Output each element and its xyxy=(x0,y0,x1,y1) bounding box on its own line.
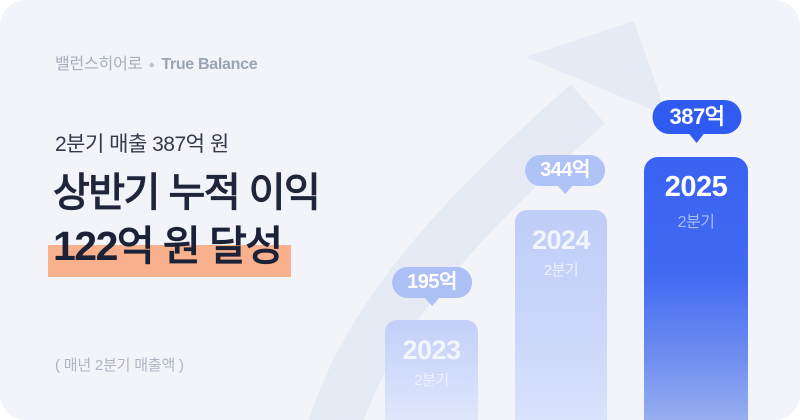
bar-2025: 2025 2분기 xyxy=(644,157,748,420)
brand-name-korean: 밸런스히어로 xyxy=(55,56,143,73)
bar-year-label: 2025 xyxy=(664,171,728,203)
value-bubble-2024: 344억 xyxy=(525,155,605,194)
value-label: 387억 xyxy=(652,100,742,134)
bar-year-label: 2024 xyxy=(531,225,591,255)
bar-year-label: 2023 xyxy=(402,335,461,365)
bar-quarter-label: 2분기 xyxy=(677,214,715,231)
value-bubble-2025: 387억 xyxy=(652,100,742,143)
diamond-separator-icon: ◆ xyxy=(149,62,155,69)
value-label: 344억 xyxy=(525,155,605,186)
bar-quarter-label: 2분기 xyxy=(414,372,449,389)
orange-highlight-marker xyxy=(48,245,291,277)
bubble-tail xyxy=(424,297,440,306)
bar-quarter-label: 2분기 xyxy=(543,262,579,279)
value-label: 195억 xyxy=(392,267,472,298)
chart-caption: ( 매년 2분기 매출액 ) xyxy=(55,357,184,374)
brand-name-english: True Balance xyxy=(161,56,258,73)
value-bubble-2023: 195억 xyxy=(392,267,472,306)
bar-2024: 2024 2분기 xyxy=(515,210,607,420)
subtitle: 2분기 매출 387억 원 xyxy=(55,133,229,156)
bar-2023: 2023 2분기 xyxy=(385,320,478,420)
brand-logo: 밸런스히어로 ◆ True Balance xyxy=(55,50,258,74)
bubble-tail xyxy=(688,133,705,143)
headline-line1: 상반기 누적 이익 xyxy=(53,171,321,215)
bubble-tail xyxy=(557,185,573,194)
headline-line2: 122억 원 달성 xyxy=(48,212,291,277)
headline-line2-text: 122억 원 달성 xyxy=(53,223,283,269)
